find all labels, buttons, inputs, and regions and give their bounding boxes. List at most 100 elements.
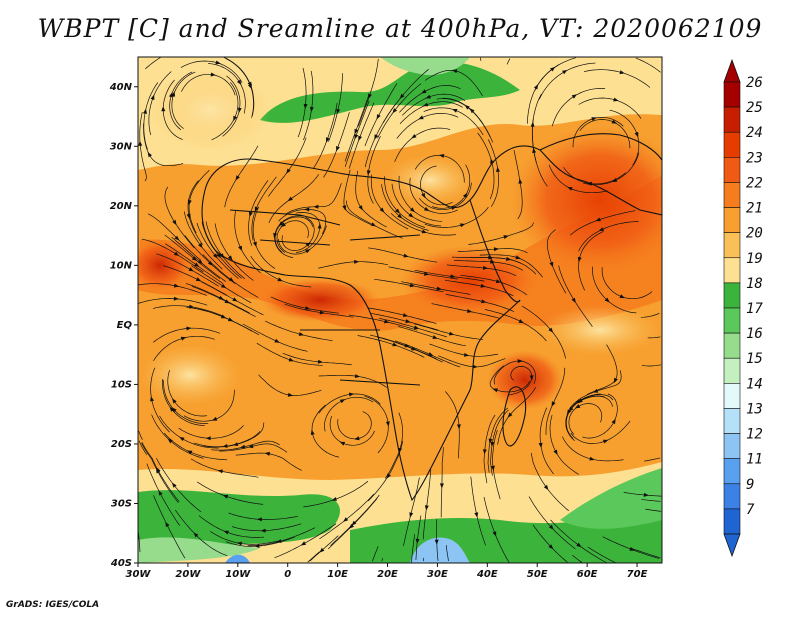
streamline bbox=[587, 546, 616, 563]
streamline bbox=[214, 223, 254, 281]
streamline bbox=[282, 352, 352, 366]
streamline bbox=[225, 536, 295, 547]
streamline-arrow bbox=[288, 357, 294, 362]
streamline-arrow bbox=[233, 115, 238, 122]
streamline-arrow bbox=[456, 424, 461, 430]
streamline bbox=[370, 334, 437, 360]
streamline-arrow bbox=[319, 310, 325, 315]
streamline-arrow bbox=[589, 456, 595, 461]
streamline-arrow bbox=[254, 206, 259, 212]
streamline bbox=[297, 67, 307, 138]
streamline bbox=[609, 109, 640, 166]
streamline-arrow bbox=[309, 106, 314, 113]
streamline bbox=[183, 389, 235, 422]
streamline-arrow bbox=[553, 449, 558, 455]
streamline-arrow bbox=[530, 121, 535, 127]
streamline bbox=[364, 395, 389, 454]
streamline-arrow bbox=[354, 259, 360, 264]
streamline-arrow bbox=[518, 178, 523, 184]
streamline bbox=[162, 79, 183, 140]
streamline bbox=[429, 343, 499, 357]
streamline-arrow bbox=[434, 539, 439, 545]
streamline bbox=[470, 257, 537, 275]
colorbar-swatch bbox=[723, 81, 741, 108]
streamline-arrow bbox=[158, 490, 163, 496]
streamline-arrow bbox=[223, 530, 229, 535]
streamline-arrow bbox=[354, 436, 360, 441]
streamline-arrow bbox=[188, 267, 194, 272]
streamline bbox=[183, 211, 223, 270]
streamline-arrow bbox=[507, 412, 513, 418]
streamline-arrow bbox=[150, 94, 155, 100]
streamline bbox=[367, 307, 437, 324]
colorbar-swatch bbox=[723, 458, 741, 485]
wbpt-field bbox=[138, 57, 662, 563]
streamline-arrow bbox=[286, 168, 291, 174]
streamline bbox=[345, 200, 403, 239]
colorbar-swatch bbox=[723, 307, 741, 334]
streamline bbox=[178, 425, 244, 439]
streamline-arrow bbox=[210, 72, 216, 77]
streamline bbox=[381, 184, 429, 231]
streamline-arrow bbox=[213, 253, 218, 259]
streamline bbox=[528, 496, 576, 550]
streamline bbox=[303, 480, 369, 508]
colorbar-swatch bbox=[723, 383, 741, 409]
streamline-arrow bbox=[331, 497, 337, 501]
streamline-arrow bbox=[413, 325, 420, 330]
colorbar-label: 18 bbox=[746, 276, 763, 292]
streamline-arrow bbox=[260, 528, 266, 533]
streamline-arrow bbox=[171, 407, 177, 413]
streamline-arrow bbox=[405, 319, 411, 323]
streamline-arrow bbox=[474, 512, 479, 518]
streamline bbox=[205, 221, 246, 280]
streamline-arrow bbox=[222, 494, 229, 499]
streamline bbox=[185, 283, 250, 314]
streamline bbox=[330, 494, 380, 546]
streamline bbox=[163, 380, 209, 424]
streamline bbox=[425, 70, 483, 96]
streamline bbox=[440, 447, 444, 518]
streamline bbox=[357, 58, 379, 127]
streamline bbox=[295, 212, 321, 253]
streamline-arrow bbox=[248, 211, 253, 218]
streamline-arrow bbox=[463, 192, 468, 198]
streamline-arrow bbox=[277, 277, 283, 282]
streamline-arrow bbox=[227, 317, 234, 322]
streamline-arrow bbox=[348, 392, 355, 397]
streamline-arrow bbox=[274, 338, 280, 343]
colorbar-label: 12 bbox=[746, 427, 763, 443]
streamline bbox=[153, 327, 221, 343]
streamline bbox=[623, 492, 662, 497]
streamline bbox=[171, 71, 196, 129]
streamline bbox=[191, 286, 256, 318]
streamline-arrow bbox=[169, 406, 175, 412]
streamline-arrow bbox=[303, 103, 308, 109]
streamline-arrow bbox=[278, 221, 284, 227]
colorbar-label: 14 bbox=[746, 376, 763, 392]
streamline-arrow bbox=[506, 256, 512, 261]
streamline-arrow bbox=[567, 187, 573, 191]
streamline-arrow bbox=[418, 115, 424, 120]
streamline-arrow bbox=[187, 199, 192, 206]
streamline-arrow bbox=[409, 512, 414, 518]
streamline bbox=[446, 264, 517, 277]
streamline bbox=[399, 101, 463, 125]
streamline-arrow bbox=[496, 166, 500, 172]
streamline-arrow bbox=[264, 451, 270, 456]
map-frame bbox=[137, 56, 663, 564]
streamline bbox=[225, 58, 254, 118]
streamline bbox=[204, 422, 265, 448]
colorbar-swatch bbox=[723, 357, 741, 384]
streamline bbox=[162, 265, 227, 296]
streamline bbox=[460, 274, 528, 296]
colorbar-top-arrow bbox=[723, 58, 741, 83]
streamline-arrow bbox=[432, 335, 438, 339]
streamline-arrow bbox=[298, 332, 304, 336]
streamline bbox=[570, 420, 631, 444]
streamline-arrow bbox=[392, 342, 398, 347]
streamline-arrow bbox=[343, 517, 349, 522]
streamline-arrow bbox=[358, 135, 362, 141]
streamline-arrow bbox=[197, 259, 203, 265]
streamline-arrow bbox=[472, 364, 478, 369]
